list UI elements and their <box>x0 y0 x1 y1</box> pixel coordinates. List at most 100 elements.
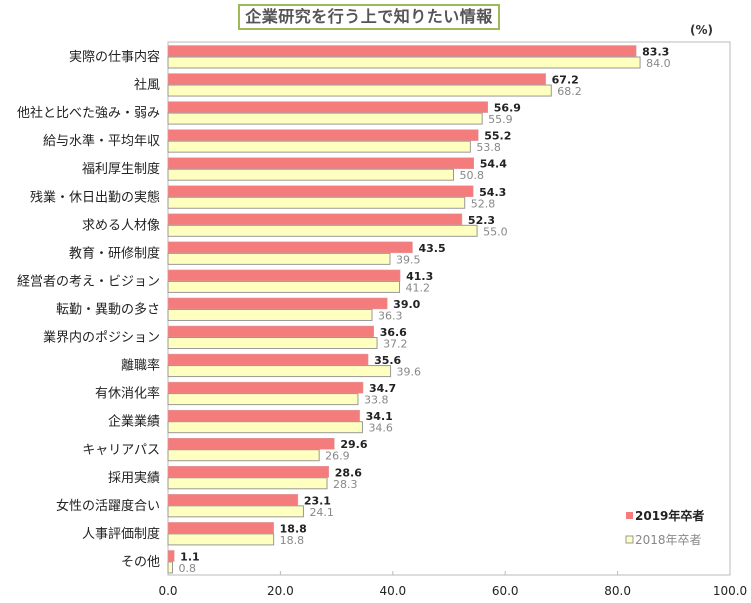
bar-2019 <box>167 409 360 422</box>
x-tick-label: 60.0 <box>492 584 519 598</box>
legend-swatch <box>625 535 634 544</box>
bar-2019 <box>167 129 479 141</box>
bar-2019 <box>167 269 401 282</box>
bar-2019 <box>167 381 364 394</box>
data-label: 34.7 <box>369 382 396 395</box>
category-label: 業界内のポジション <box>43 330 160 346</box>
category-label: 離職率 <box>121 358 160 374</box>
data-label: 43.5 <box>418 242 445 255</box>
bar-2018 <box>167 252 391 265</box>
data-label: 34.6 <box>368 422 393 435</box>
data-label: 33.8 <box>364 394 389 407</box>
bar-2018 <box>167 84 552 97</box>
x-tick-label: 40.0 <box>379 584 406 598</box>
data-label: 41.2 <box>406 281 431 294</box>
bar-2019 <box>167 157 474 169</box>
bar-2019 <box>167 45 637 57</box>
category-label: 教育・研修制度 <box>69 245 160 261</box>
data-label: 39.0 <box>393 298 420 311</box>
category-label: 有休消化率 <box>95 386 160 402</box>
bar-2018 <box>167 308 373 321</box>
data-label: 56.9 <box>494 102 521 115</box>
legend-label: 2018年卒者 <box>635 533 702 547</box>
data-label: 0.8 <box>178 562 196 575</box>
x-tick-label: 0.0 <box>158 584 177 598</box>
bar-2018 <box>167 365 392 378</box>
category-label: 残業・休日出勤の実態 <box>30 189 160 205</box>
category-label: 女性の活躍度合い <box>56 498 160 514</box>
bar-2019 <box>167 353 369 366</box>
data-label: 18.8 <box>280 534 305 547</box>
bar-2019 <box>167 325 374 338</box>
bar-2018 <box>167 56 641 69</box>
data-label: 35.6 <box>374 354 401 367</box>
category-label: 経営者の考え・ビジョン <box>17 274 160 289</box>
bar-2019 <box>167 297 388 310</box>
bar-2018 <box>167 280 401 293</box>
bar-2018 <box>167 224 478 237</box>
category-label: 実際の仕事内容 <box>69 49 160 65</box>
bar-2019 <box>167 550 175 562</box>
bar-2018 <box>167 140 471 153</box>
data-label: 54.4 <box>480 158 507 171</box>
bar-2018 <box>167 561 173 574</box>
data-label: 54.3 <box>479 186 506 199</box>
x-tick-label: 20.0 <box>267 584 294 598</box>
category-label: 転勤・異動の多さ <box>56 302 160 318</box>
bar-2019 <box>167 101 489 113</box>
bar-2019 <box>167 185 474 198</box>
data-label: 55.2 <box>484 130 511 143</box>
data-label: 18.8 <box>280 522 307 535</box>
data-label: 28.6 <box>335 466 362 479</box>
unit-label: (%) <box>690 23 713 37</box>
category-label: 他社と比べた強み・弱み <box>17 105 160 121</box>
data-label: 41.3 <box>406 270 433 283</box>
legend-label: 2019年卒者 <box>635 508 704 523</box>
x-tick-label: 100.0 <box>713 584 747 598</box>
data-label: 28.3 <box>333 478 358 491</box>
bar-2018 <box>167 337 378 350</box>
bar-2018 <box>167 505 304 518</box>
data-label: 39.6 <box>397 366 422 379</box>
category-label: 福利厚生制度 <box>82 161 160 177</box>
data-label: 55.9 <box>488 113 512 126</box>
bar-2019 <box>167 466 329 478</box>
data-label: 52.8 <box>471 197 496 210</box>
data-label: 39.5 <box>396 253 421 266</box>
data-label: 24.1 <box>309 506 334 519</box>
bar-2018 <box>167 449 320 462</box>
bar-2018 <box>167 477 328 490</box>
bar-2018 <box>167 421 363 434</box>
bar-2019 <box>167 522 274 534</box>
data-label: 84.0 <box>646 57 671 70</box>
x-tick-label: 80.0 <box>604 584 631 598</box>
data-label: 36.6 <box>380 326 407 339</box>
data-label: 29.6 <box>340 438 367 451</box>
data-label: 37.2 <box>383 338 408 351</box>
category-label: 企業業績 <box>108 414 160 430</box>
chart-title: 企業研究を行う上で知りたい情報 <box>238 4 500 30</box>
data-label: 1.1 <box>180 550 200 563</box>
bar-2018 <box>167 196 466 209</box>
category-label: 給与水準・平均年収 <box>43 133 160 149</box>
category-label: キャリアパス <box>82 443 160 458</box>
bar-2019 <box>167 241 413 254</box>
bar-2018 <box>167 168 454 181</box>
data-label: 83.3 <box>642 46 669 59</box>
bar-2018 <box>167 393 359 406</box>
bar-2018 <box>167 112 483 125</box>
category-label: その他 <box>121 555 160 570</box>
data-label: 67.2 <box>552 74 579 87</box>
data-label: 68.2 <box>557 85 582 98</box>
bar-2019 <box>167 213 463 226</box>
bar-2019 <box>167 73 546 85</box>
data-label: 53.8 <box>476 141 501 154</box>
category-label: 求める人材像 <box>82 218 160 233</box>
category-label: 人事評価制度 <box>82 526 160 542</box>
data-label: 50.8 <box>459 169 484 182</box>
bar-2018 <box>167 533 275 546</box>
category-label: 社風 <box>134 77 160 93</box>
data-label: 55.0 <box>483 225 508 238</box>
